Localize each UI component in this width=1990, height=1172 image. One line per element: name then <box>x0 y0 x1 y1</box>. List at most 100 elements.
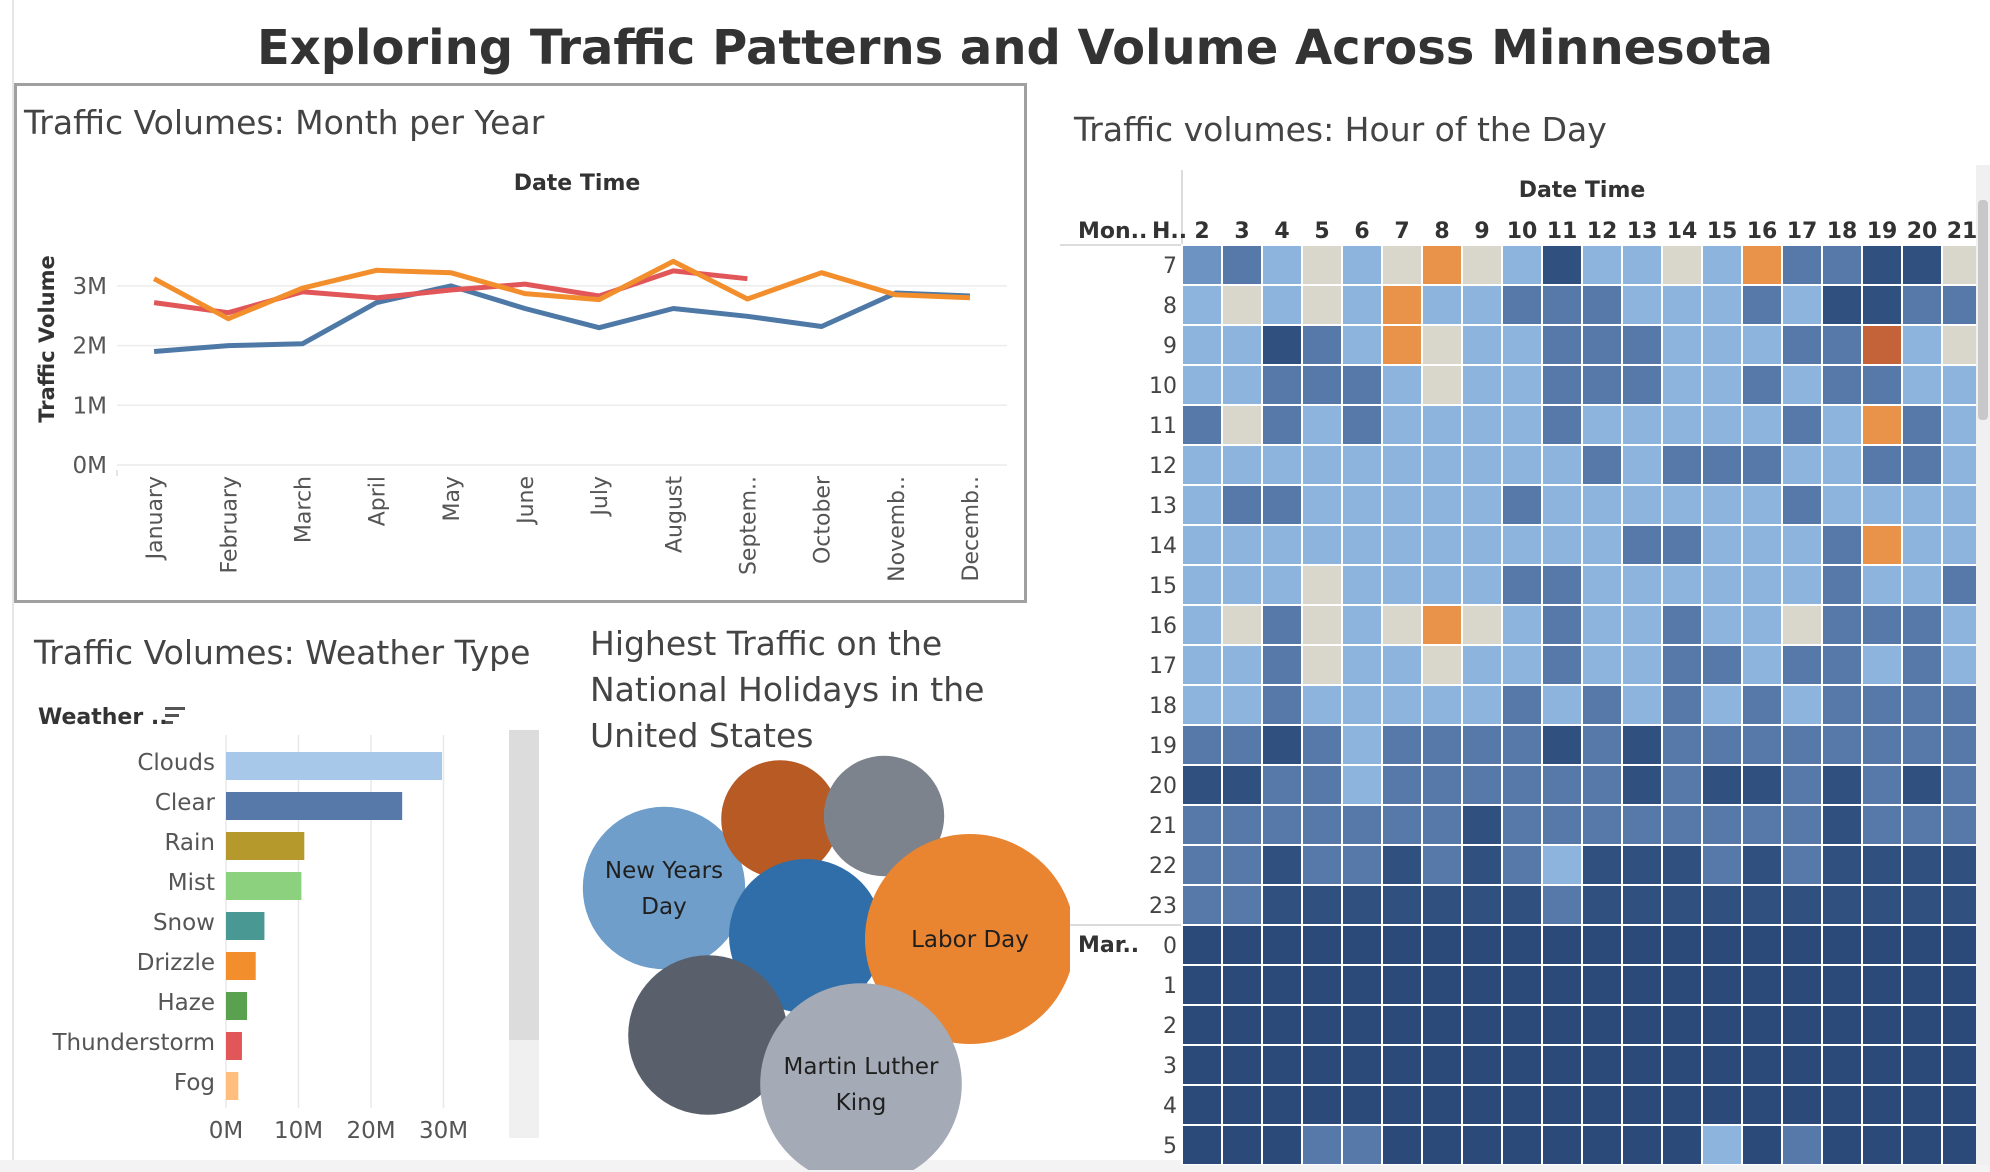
heatmap-cell <box>1421 404 1463 446</box>
heatmap-row-header-hour: H.. <box>1152 219 1187 244</box>
heatmap-cell <box>1781 964 1823 1006</box>
heatmap-cell <box>1221 724 1263 766</box>
heatmap-cell <box>1181 1004 1223 1046</box>
heatmap-cell <box>1461 484 1503 526</box>
heatmap-cell <box>1181 924 1223 966</box>
heatmap-column-label: 13 <box>1627 219 1658 244</box>
heatmap-cell <box>1901 724 1943 766</box>
heatmap-cell <box>1461 404 1503 446</box>
heatmap-cell <box>1221 764 1263 806</box>
heatmap-cell <box>1381 324 1423 366</box>
heatmap-cell <box>1661 684 1703 726</box>
heatmap-cell <box>1221 804 1263 846</box>
heatmap-cell <box>1821 724 1863 766</box>
heatmap-column-label: 10 <box>1507 219 1538 244</box>
heatmap-cell <box>1501 924 1543 966</box>
heatmap-cell <box>1581 724 1623 766</box>
heatmap-cell <box>1261 1084 1303 1126</box>
heatmap-cell <box>1381 764 1423 806</box>
heatmap-cell <box>1901 1044 1943 1086</box>
heatmap-cell <box>1541 1124 1583 1165</box>
heatmap-cell <box>1501 484 1543 526</box>
heatmap-cell <box>1341 844 1383 886</box>
heatmap-cell <box>1741 764 1783 806</box>
heatmap-cell <box>1821 884 1863 926</box>
heatmap-cell <box>1341 764 1383 806</box>
heatmap-cell <box>1741 244 1783 286</box>
heatmap-cell <box>1621 964 1663 1006</box>
heatmap-cell <box>1821 1124 1863 1165</box>
heatmap-cell <box>1621 524 1663 566</box>
heatmap-cell <box>1581 404 1623 446</box>
heatmap-cell <box>1381 444 1423 486</box>
month-per-year-panel[interactable] <box>14 83 1027 603</box>
heatmap-cell <box>1541 804 1583 846</box>
heatmap-scrollbar-thumb[interactable] <box>1978 200 1988 420</box>
heatmap-cell <box>1221 484 1263 526</box>
heatmap-cell <box>1301 444 1343 486</box>
dashboard-title: Exploring Traffic Patterns and Volume Ac… <box>256 20 1774 76</box>
heatmap-column-label: 7 <box>1394 219 1409 244</box>
heatmap-cell <box>1221 284 1263 326</box>
heatmap-cell <box>1381 1044 1423 1086</box>
heatmap-cell <box>1421 844 1463 886</box>
heatmap-cell <box>1661 484 1703 526</box>
heatmap-column-label: 20 <box>1907 219 1938 244</box>
heatmap-cell <box>1461 444 1503 486</box>
heatmap-cell <box>1621 484 1663 526</box>
heatmap-cell <box>1221 564 1263 606</box>
month-per-year-chart[interactable]: Date Time Traffic Volume 0M 1M 2M 3M January Fe… <box>17 86 1024 600</box>
heatmap-row-label: 1 <box>1163 974 1177 999</box>
heatmap-cell <box>1381 1124 1423 1165</box>
heatmap-cell <box>1461 244 1503 286</box>
holidays-bubble-chart[interactable]: New Years Day Labor Day Martin Luther King <box>570 750 1070 1170</box>
heatmap-cell <box>1261 884 1303 926</box>
heatmap-cell <box>1301 964 1343 1006</box>
heatmap-row-label: 17 <box>1149 654 1177 679</box>
heatmap-cell <box>1341 484 1383 526</box>
heatmap-cell <box>1181 564 1223 606</box>
heatmap-cell <box>1181 524 1223 566</box>
holiday-label: Labor Day <box>911 927 1029 953</box>
heatmap-column-label: 15 <box>1707 219 1738 244</box>
heatmap-cell <box>1181 804 1223 846</box>
heatmap-cell <box>1381 1084 1423 1126</box>
heatmap-cell <box>1221 324 1263 366</box>
heatmap-cell <box>1261 524 1303 566</box>
heatmap-cell <box>1221 644 1263 686</box>
heatmap-cell <box>1421 1084 1463 1126</box>
heatmap-cell <box>1541 724 1583 766</box>
heatmap-cell <box>1661 324 1703 366</box>
holiday-bubble <box>760 983 962 1170</box>
heatmap-cell <box>1541 564 1583 606</box>
heatmap-cell <box>1501 804 1543 846</box>
heatmap-cell <box>1461 644 1503 686</box>
heatmap-cell <box>1701 564 1743 606</box>
x-tick-label: 30M <box>419 1118 468 1144</box>
heatmap-cell <box>1341 404 1383 446</box>
heatmap-cell <box>1261 684 1303 726</box>
heatmap-cell <box>1741 684 1783 726</box>
heatmap-cell <box>1421 244 1463 286</box>
weather-category-label: Clouds <box>137 750 215 776</box>
heatmap-cell <box>1861 724 1903 766</box>
heatmap-cell <box>1741 1084 1783 1126</box>
heatmap-cell <box>1181 884 1223 926</box>
heatmap-cell <box>1581 1044 1623 1086</box>
weather-bar <box>226 992 248 1020</box>
heatmap-cell <box>1741 964 1783 1006</box>
heatmap-column-label: 6 <box>1354 219 1369 244</box>
heatmap-column-label: 12 <box>1587 219 1618 244</box>
heatmap-cell <box>1261 844 1303 886</box>
heatmap-cell <box>1781 764 1823 806</box>
heatmap-cell <box>1341 284 1383 326</box>
y-tick-label: 1M <box>73 393 107 419</box>
heatmap-column-label: 17 <box>1787 219 1818 244</box>
heatmap-cell <box>1221 684 1263 726</box>
heatmap-cell <box>1381 404 1423 446</box>
heatmap-column-label: 14 <box>1667 219 1698 244</box>
weather-type-chart[interactable]: Weather .. 0M 10M 20M 30M Clouds Clear Rain Mist… <box>20 690 550 1160</box>
weather-category-label: Fog <box>174 1070 215 1096</box>
heatmap-cell <box>1901 604 1943 646</box>
